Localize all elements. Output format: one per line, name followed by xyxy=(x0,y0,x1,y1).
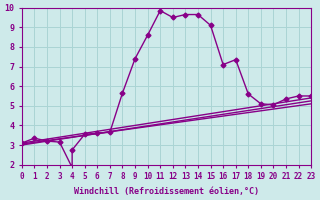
X-axis label: Windchill (Refroidissement éolien,°C): Windchill (Refroidissement éolien,°C) xyxy=(74,187,259,196)
